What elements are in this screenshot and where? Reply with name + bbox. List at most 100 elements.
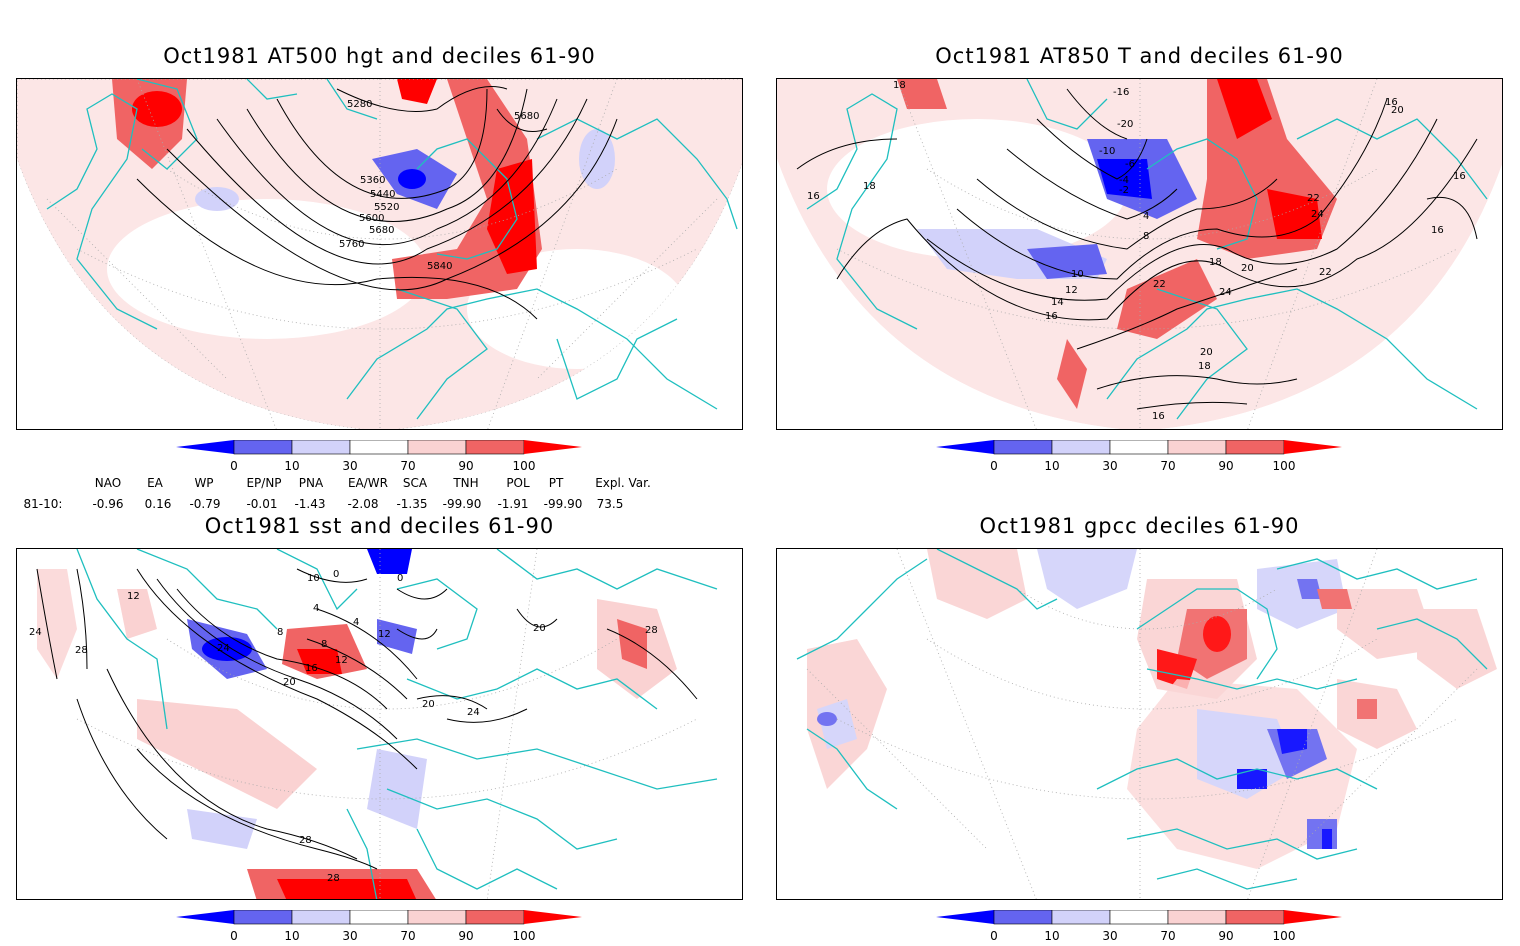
contour-label: -10 [1099, 146, 1115, 157]
colorbar-segment [349, 440, 409, 455]
contour-label: 12 [378, 629, 391, 640]
index-value: -0.96 [92, 497, 124, 511]
colorbar-segment [1109, 440, 1169, 455]
colorbar-segment [349, 910, 409, 925]
contour-label: -2 [1119, 185, 1129, 196]
colorbar-segment [407, 440, 467, 455]
index-header: EA/WR [347, 476, 389, 490]
colorbar-label: 30 [342, 929, 358, 943]
contour-label: 4 [353, 617, 359, 628]
contour-label: 12 [127, 591, 140, 602]
colorbar-segment [1051, 910, 1111, 925]
contour-label: 16 [305, 663, 318, 674]
colorbar-segment [1051, 440, 1111, 455]
colorbar-label: 10 [284, 929, 300, 943]
colorbar-label: 30 [342, 459, 358, 473]
colorbar-segment [936, 910, 994, 924]
colorbar-segment [1109, 910, 1169, 925]
index-header: PNA [298, 476, 324, 490]
colorbar-label: 0 [990, 929, 998, 943]
contour-label: 16 [1045, 311, 1058, 322]
contour-label: 8 [321, 639, 327, 650]
contour-label: 10 [307, 573, 320, 584]
contour-label: -20 [1117, 119, 1133, 130]
contour-label: 5360 [360, 175, 385, 186]
contour-label: -16 [1113, 87, 1129, 98]
colorbar-segment [407, 910, 467, 925]
index-value: -99.90 [543, 497, 583, 511]
colorbar-label: 70 [400, 459, 416, 473]
index-header: SCA [402, 476, 428, 490]
colorbar-segment [1225, 910, 1285, 925]
contour-label: 5760 [339, 239, 364, 250]
contour-label: 16 [1431, 225, 1444, 236]
colorbar-segment [465, 440, 525, 455]
index-header: EP/NP [246, 476, 282, 490]
contour-label: 22 [1319, 267, 1332, 278]
panel-title-gpcc: Oct1981 gpcc deciles 61-90 [979, 514, 1300, 538]
index-header: Expl. Var. [595, 476, 651, 490]
index-header-row: NAO EA WP EP/NP PNA EA/WR SCA TNH POL PT… [0, 476, 700, 492]
index-header: TNH [453, 476, 479, 490]
contour-label: 8 [1143, 231, 1149, 242]
panel-title-t850: Oct1981 AT850 T and deciles 61-90 [935, 44, 1344, 68]
contour-label: 16 [1152, 411, 1165, 422]
contour-label: 5680 [514, 111, 539, 122]
colorbar-segment [233, 440, 293, 455]
colorbar-segment [1167, 910, 1227, 925]
contour-label: 5440 [370, 189, 395, 200]
colorbar-sst: 0 10 30 70 90 100 [176, 910, 596, 946]
contour-label: 14 [1051, 297, 1064, 308]
map-panel-sst: 24 28 12 10 0 0 4 8 4 8 12 16 12 20 24 2… [16, 548, 743, 900]
colorbar-label: 90 [458, 929, 474, 943]
contour-label: 4 [313, 603, 319, 614]
index-value: -2.08 [347, 497, 379, 511]
contour-label: 16 [1453, 171, 1466, 182]
contour-label: 5280 [347, 99, 372, 110]
contour-label: 18 [1209, 257, 1222, 268]
colorbar-segment [291, 440, 351, 455]
colorbar-label: 0 [990, 459, 998, 473]
index-header: EA [147, 476, 163, 490]
index-value: -0.01 [246, 497, 278, 511]
colorbar-segment [1167, 440, 1227, 455]
colorbar-segment [233, 910, 293, 925]
colorbar-label: 70 [1160, 459, 1176, 473]
panel-title-hgt500: Oct1981 AT500 hgt and deciles 61-90 [163, 44, 596, 68]
colorbar-label: 70 [1160, 929, 1176, 943]
index-value: -99.90 [442, 497, 482, 511]
colorbar-label: 10 [284, 459, 300, 473]
colorbar-label: 30 [1102, 929, 1118, 943]
colorbar-segment [1284, 910, 1342, 924]
colorbar-segment [176, 910, 234, 924]
map-panel-t850: 18 16 18 16 20 16 16 -16 -20 -10 -6 -4 -… [776, 78, 1503, 430]
colorbar-segment [176, 440, 234, 454]
contour-label: 18 [863, 181, 876, 192]
colorbar-segment [291, 910, 351, 925]
contour-label: 24 [1219, 287, 1232, 298]
contour-label: 12 [1065, 285, 1078, 296]
contour-label: 24 [29, 627, 42, 638]
index-value: -0.79 [189, 497, 221, 511]
index-value: -1.43 [294, 497, 326, 511]
contour-label: 10 [1071, 269, 1084, 280]
colorbar-label: 100 [512, 929, 536, 943]
contour-label: 22 [1307, 193, 1320, 204]
map-panel-hgt500: 5280 5680 5360 5440 5520 5600 5680 5760 … [16, 78, 743, 430]
colorbar-label: 0 [230, 929, 238, 943]
contour-label: 28 [299, 835, 312, 846]
index-header: WP [194, 476, 214, 490]
colorbar-label: 30 [1102, 459, 1118, 473]
contour-label: 20 [283, 677, 296, 688]
colorbar-segment [465, 910, 525, 925]
contour-label: 18 [893, 80, 906, 91]
panel-title-sst: Oct1981 sst and deciles 61-90 [204, 514, 555, 538]
index-value: 73.5 [596, 497, 624, 511]
colorbar-label: 90 [458, 459, 474, 473]
contour-label: 28 [645, 625, 658, 636]
colorbar-segment [524, 910, 582, 924]
index-value: 0.16 [144, 497, 172, 511]
contour-label: 12 [335, 655, 348, 666]
contour-label: 20 [422, 699, 435, 710]
colorbar-label: 10 [1044, 929, 1060, 943]
